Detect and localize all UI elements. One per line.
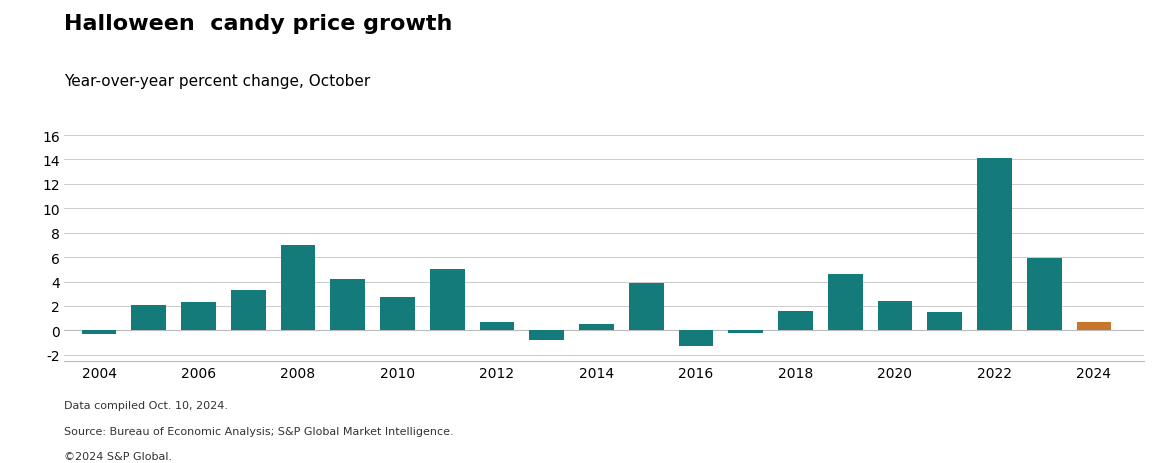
Bar [827, 275, 862, 331]
Bar [629, 283, 664, 331]
Bar [728, 331, 763, 333]
Bar [778, 311, 813, 331]
Text: ©2024 S&P Global.: ©2024 S&P Global. [64, 451, 173, 462]
Bar [678, 331, 713, 346]
Text: Halloween  candy price growth: Halloween candy price growth [64, 14, 453, 34]
Bar [231, 290, 266, 331]
Bar [579, 325, 614, 331]
Bar [330, 280, 365, 331]
Bar [977, 159, 1012, 331]
Text: Source: Bureau of Economic Analysis; S&P Global Market Intelligence.: Source: Bureau of Economic Analysis; S&P… [64, 426, 454, 436]
Bar [480, 322, 515, 331]
Bar [1027, 259, 1062, 331]
Text: Year-over-year percent change, October: Year-over-year percent change, October [64, 74, 370, 89]
Bar [928, 313, 962, 331]
Bar [82, 331, 117, 334]
Bar [429, 270, 464, 331]
Text: Data compiled Oct. 10, 2024.: Data compiled Oct. 10, 2024. [64, 400, 229, 411]
Bar [280, 245, 315, 331]
Bar [530, 331, 564, 340]
Bar [380, 298, 415, 331]
Bar [878, 301, 913, 331]
Bar [1076, 322, 1111, 331]
Bar [181, 303, 216, 331]
Bar [132, 305, 166, 331]
